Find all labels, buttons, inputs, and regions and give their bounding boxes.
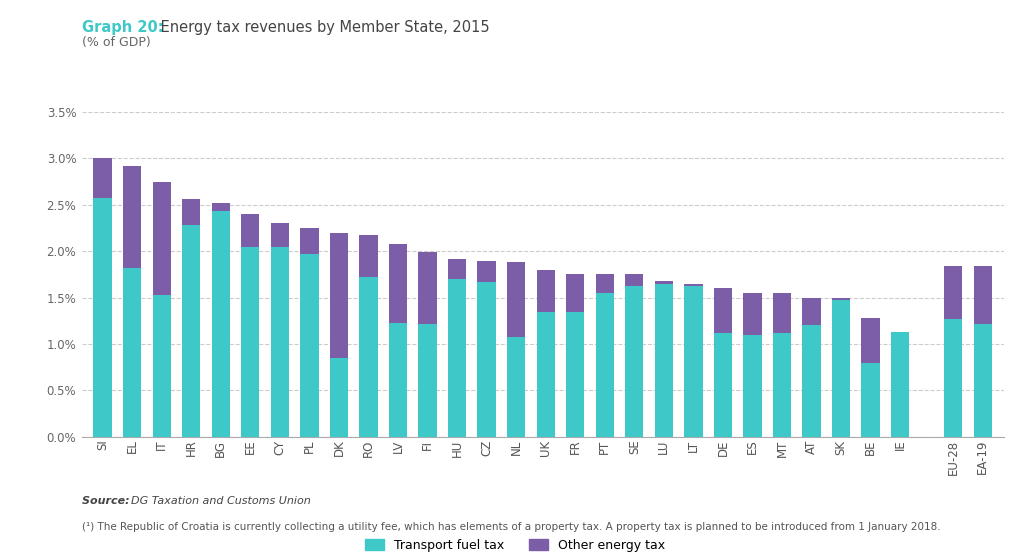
Bar: [153, 295, 171, 437]
Bar: [625, 274, 643, 287]
Bar: [537, 270, 555, 311]
Bar: [566, 311, 585, 437]
Bar: [773, 333, 792, 437]
Bar: [625, 287, 643, 437]
Bar: [654, 284, 673, 437]
Bar: [419, 252, 436, 324]
Bar: [359, 235, 378, 277]
Bar: [93, 158, 112, 198]
Bar: [803, 297, 820, 325]
Bar: [389, 244, 408, 323]
Bar: [477, 282, 496, 437]
Bar: [684, 284, 702, 286]
Bar: [182, 199, 201, 225]
Bar: [182, 225, 201, 437]
Text: Energy tax revenues by Member State, 2015: Energy tax revenues by Member State, 201…: [156, 20, 489, 35]
Bar: [477, 262, 496, 282]
Bar: [330, 232, 348, 358]
Bar: [537, 311, 555, 437]
Bar: [831, 300, 850, 437]
Text: DG Taxation and Customs Union: DG Taxation and Customs Union: [131, 496, 311, 506]
Text: Source:: Source:: [82, 496, 133, 506]
Bar: [389, 323, 408, 437]
Bar: [300, 254, 318, 437]
Bar: [714, 333, 732, 437]
Bar: [566, 274, 585, 311]
Bar: [507, 337, 525, 437]
Bar: [891, 332, 909, 437]
Bar: [803, 325, 820, 437]
Bar: [123, 166, 141, 268]
Bar: [419, 324, 436, 437]
Bar: [270, 246, 289, 437]
Bar: [359, 277, 378, 437]
Bar: [596, 274, 614, 293]
Bar: [212, 211, 230, 437]
Text: (¹) The Republic of Croatia is currently collecting a utility fee, which has ele: (¹) The Republic of Croatia is currently…: [82, 522, 941, 532]
Bar: [974, 266, 992, 324]
Bar: [944, 319, 963, 437]
Bar: [93, 198, 112, 437]
Bar: [861, 318, 880, 362]
Bar: [330, 358, 348, 437]
Bar: [654, 281, 673, 284]
Bar: [684, 286, 702, 437]
Bar: [212, 203, 230, 211]
Bar: [861, 362, 880, 437]
Bar: [773, 293, 792, 333]
Bar: [714, 288, 732, 333]
Bar: [241, 246, 259, 437]
Bar: [123, 268, 141, 437]
Legend: Transport fuel tax, Other energy tax: Transport fuel tax, Other energy tax: [360, 534, 670, 557]
Bar: [743, 335, 762, 437]
Bar: [447, 279, 466, 437]
Text: Graph 20:: Graph 20:: [82, 20, 164, 35]
Bar: [743, 293, 762, 335]
Bar: [447, 259, 466, 279]
Bar: [831, 297, 850, 300]
Bar: [241, 214, 259, 246]
Bar: [270, 223, 289, 246]
Bar: [300, 228, 318, 254]
Bar: [974, 324, 992, 437]
Bar: [596, 293, 614, 437]
Bar: [944, 266, 963, 319]
Bar: [507, 262, 525, 337]
Bar: [153, 181, 171, 295]
Text: (% of GDP): (% of GDP): [82, 36, 151, 49]
